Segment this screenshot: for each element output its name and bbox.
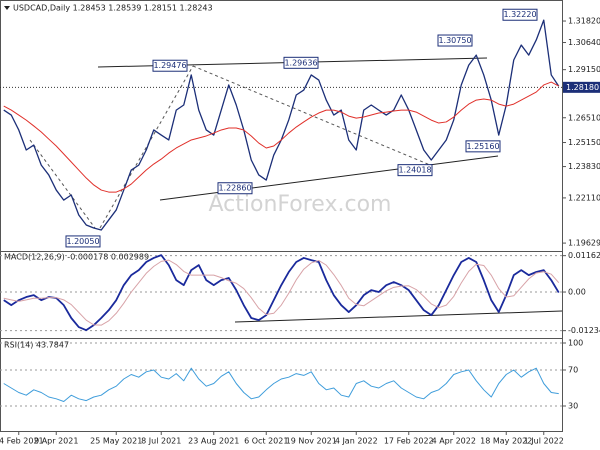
annotation-box (465, 140, 501, 153)
macd-title: MACD(12,26,9) -0.000178 0.002989 (4, 253, 149, 262)
annotation-label: 1.20050 (66, 237, 99, 246)
x-tick-label: 4 Jan 2022 (335, 437, 378, 446)
y-tick-label: 1.26510 (568, 113, 600, 122)
chart-title: USDCAD,Daily 1.28453 1.28539 1.28151 1.2… (13, 4, 213, 13)
trend-line (99, 65, 194, 229)
annotation-label: 1.29476 (153, 61, 186, 70)
x-tick-label: 8 Jul 2021 (141, 437, 181, 446)
y-tick-label: 1.22110 (568, 193, 600, 202)
x-tick-label: 6 Oct 2021 (244, 437, 288, 446)
y-tick-label: 100 (568, 339, 583, 348)
menu-arrow (4, 6, 10, 10)
rsi-title: RSI(14) 43.7847 (4, 341, 69, 350)
trend-line (234, 310, 563, 323)
x-tick-label: 25 May 2021 (90, 437, 142, 446)
series-line (3, 254, 560, 332)
y-tick-label: -0.012348 (568, 326, 600, 335)
annotation-label: 1.32220 (503, 10, 536, 19)
series-line (3, 81, 559, 193)
y-tick-label: 0.00 (568, 288, 586, 297)
rsi-frame (0, 338, 563, 432)
y-tick-label: 30 (568, 402, 578, 411)
x-tick-label: 17 Feb 2022 (384, 437, 434, 446)
trend-line (192, 65, 431, 166)
x-tick-label: 9 Apr 2021 (34, 437, 78, 446)
last-price-label: 1.28180 (566, 83, 599, 92)
y-tick-label: 1.29150 (568, 65, 600, 74)
annotation-box (152, 59, 188, 72)
series-line (3, 259, 560, 326)
y-tick-label: 0.011629 (568, 251, 600, 260)
y-tick-label: 1.25150 (568, 138, 600, 147)
y-tick-label: 1.30640 (568, 38, 600, 47)
x-tick-label: 23 Aug 2021 (188, 437, 239, 446)
annotation-label: 1.25160 (466, 142, 499, 151)
annotation-box (502, 8, 538, 21)
annotation-box (217, 182, 253, 195)
annotation-box (397, 164, 433, 177)
annotation-label: 1.24018 (398, 166, 431, 175)
annotation-label: 1.22860 (218, 184, 251, 193)
y-tick-label: 1.23830 (568, 162, 600, 171)
series-line (3, 367, 559, 402)
annotation-box (437, 34, 473, 47)
x-tick-label: 1 Jul 2022 (524, 437, 564, 446)
trend-line (29, 139, 96, 229)
annotation-label: 1.30750 (438, 36, 471, 45)
x-tick-label: 18 May 2022 (480, 437, 532, 446)
trend-line (159, 155, 499, 201)
annotation-box (65, 235, 101, 248)
annotation-label: 1.29636 (284, 58, 317, 67)
x-tick-label: 24 Feb 2021 (0, 437, 44, 446)
annotation-box (283, 56, 319, 69)
y-tick-label: 70 (568, 366, 578, 375)
last-price-tag (563, 81, 600, 93)
watermark: ActionForex.com (209, 192, 392, 217)
x-tick-label: 19 Nov 2021 (286, 437, 337, 446)
y-tick-label: 1.31820 (568, 17, 600, 26)
y-tick-label: 1.19629 (568, 239, 600, 248)
x-tick-label: 4 Apr 2022 (432, 437, 476, 446)
